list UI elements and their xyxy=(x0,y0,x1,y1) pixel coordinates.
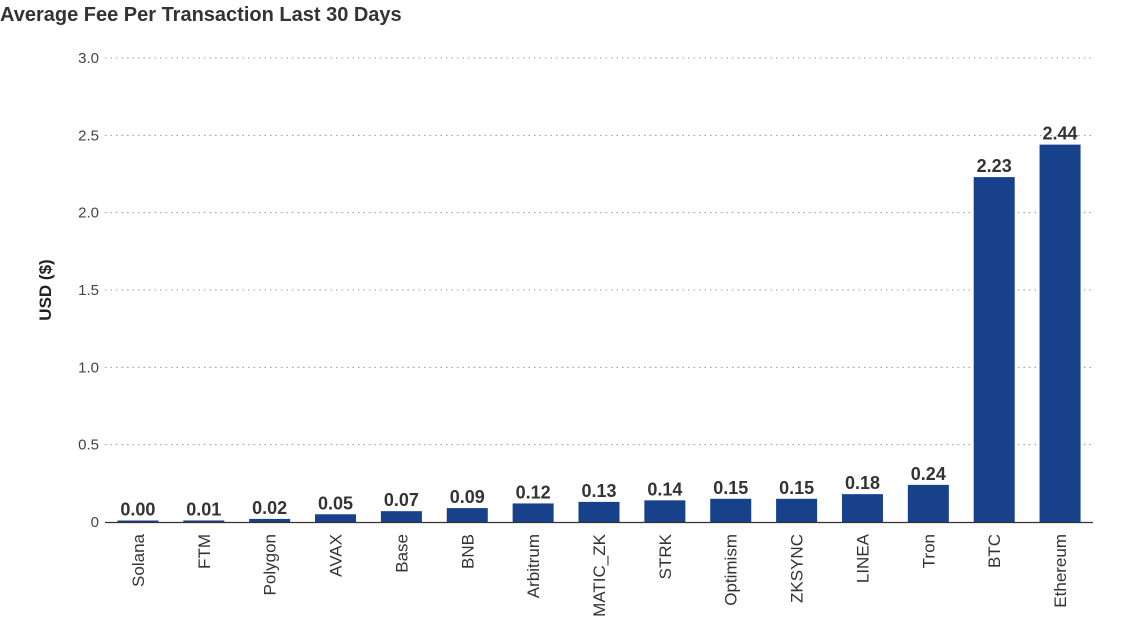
x-tick-label: MATIC_ZK xyxy=(590,533,609,616)
bar xyxy=(644,500,686,522)
data-label: 0.14 xyxy=(647,479,682,499)
data-label: 0.24 xyxy=(911,464,946,484)
bar xyxy=(315,514,357,522)
data-label: 0.12 xyxy=(516,482,551,502)
y-axis-title: USD ($) xyxy=(36,259,55,320)
bars xyxy=(117,144,1081,523)
x-tick-label: STRK xyxy=(656,533,675,579)
bar xyxy=(776,498,818,522)
y-tick-label: 2.5 xyxy=(78,127,99,144)
data-label: 0.05 xyxy=(318,493,353,513)
y-tick-label: 2.0 xyxy=(78,205,99,222)
chart-title: Average Fee Per Transaction Last 30 Days xyxy=(0,4,402,26)
bar xyxy=(907,484,949,522)
bar xyxy=(578,501,620,522)
y-tick-label: 0 xyxy=(91,514,99,531)
y-tick-label: 1.5 xyxy=(78,282,99,299)
x-tick-label: Solana xyxy=(129,533,148,586)
data-label: 0.01 xyxy=(186,499,221,519)
x-tick-label: Polygon xyxy=(261,534,280,595)
bar xyxy=(841,494,883,522)
x-tick-label: LINEA xyxy=(853,533,872,583)
x-tick-label: Base xyxy=(392,534,411,573)
data-label: 0.13 xyxy=(581,481,616,501)
bar xyxy=(1039,144,1081,522)
x-tick-label: BTC xyxy=(985,534,1004,568)
gridlines xyxy=(105,57,1093,446)
data-label: 2.44 xyxy=(1043,124,1078,144)
data-label: 0.15 xyxy=(779,478,814,498)
x-tick-label: AVAX xyxy=(327,534,346,577)
x-tick-label: BNB xyxy=(458,534,477,569)
data-label: 0.18 xyxy=(845,473,880,493)
x-tick-label: Ethereum xyxy=(1051,534,1070,608)
bar xyxy=(710,498,752,522)
data-label: 0.07 xyxy=(384,490,419,510)
x-tick-label: Arbitrum xyxy=(524,534,543,598)
bar xyxy=(183,520,225,522)
y-tick-label: 3.0 xyxy=(78,50,99,67)
bar xyxy=(117,520,159,522)
x-tick-label: Tron xyxy=(919,534,938,568)
bar xyxy=(380,511,422,522)
y-axis-ticks: 0 0.5 1.0 1.5 2.0 2.5 3.0 xyxy=(78,50,99,531)
data-label: 2.23 xyxy=(977,156,1012,176)
y-tick-label: 0.5 xyxy=(78,437,99,454)
data-labels: 0.00 0.01 0.02 0.05 0.07 0.09 0.12 0.13 0.14 0.15… xyxy=(120,124,1077,520)
data-label: 0.15 xyxy=(713,478,748,498)
x-tick-label: Optimism xyxy=(722,534,741,606)
x-axis-ticks: Solana FTM Polygon AVAX Base BNB Arbitrum MATIC… xyxy=(129,533,1070,616)
data-label: 0.00 xyxy=(120,500,155,520)
data-label: 0.02 xyxy=(252,498,287,518)
y-tick-label: 1.0 xyxy=(78,359,99,376)
data-label: 0.09 xyxy=(450,487,485,507)
x-tick-label: ZKSYNC xyxy=(788,534,807,603)
bar xyxy=(973,177,1015,523)
bar xyxy=(446,508,488,522)
bar xyxy=(512,503,554,522)
bar xyxy=(249,518,291,522)
x-tick-label: FTM xyxy=(195,534,214,569)
